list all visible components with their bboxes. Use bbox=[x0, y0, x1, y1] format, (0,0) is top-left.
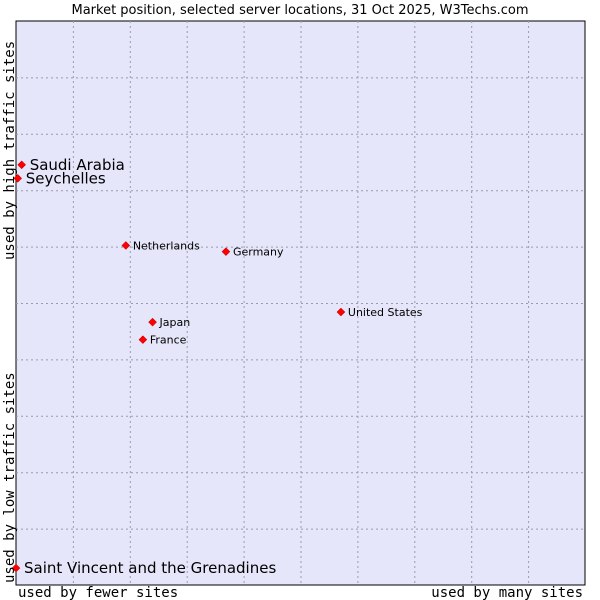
data-point-marker bbox=[138, 335, 148, 345]
data-point-label: France bbox=[150, 334, 187, 347]
data-point-marker bbox=[336, 307, 346, 317]
data-point-label: Saudi Arabia bbox=[30, 156, 125, 174]
data-point-marker bbox=[148, 317, 157, 327]
data-point-label: Seychelles bbox=[26, 169, 106, 187]
chart-title: Market position, selected server locatio… bbox=[71, 3, 528, 18]
data-point-marker bbox=[221, 247, 231, 257]
data-point-marker bbox=[11, 563, 21, 573]
y-axis-label-top: used by high traffic sites bbox=[2, 41, 18, 260]
data-point-label: Netherlands bbox=[133, 239, 200, 252]
data-point-marker bbox=[13, 174, 23, 183]
y-axis-label-bottom: used by low traffic sites bbox=[2, 372, 18, 583]
x-axis-label-left: used by fewer sites bbox=[18, 585, 178, 600]
data-point-label: United States bbox=[348, 306, 423, 319]
x-axis-label-right: used by many sites bbox=[431, 585, 583, 600]
data-point-label: Germany bbox=[233, 246, 284, 259]
data-point-label: Saint Vincent and the Grenadines bbox=[24, 559, 276, 577]
grid-lines bbox=[16, 21, 585, 585]
data-point-marker bbox=[121, 241, 131, 250]
data-point-marker bbox=[17, 160, 27, 170]
data-point-label: Japan bbox=[159, 316, 191, 329]
